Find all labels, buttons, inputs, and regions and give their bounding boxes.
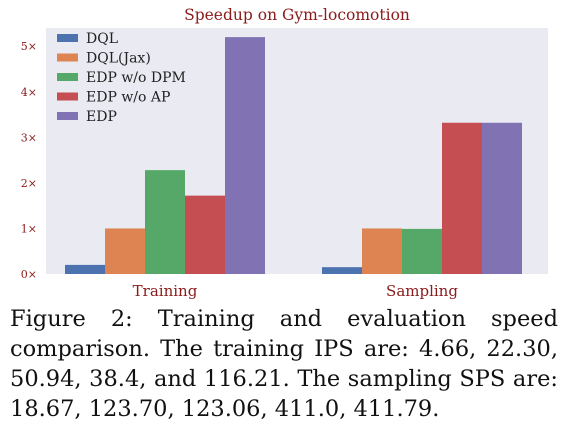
bar-sampling-0 <box>322 267 362 274</box>
y-tick-label: 0× <box>21 268 37 281</box>
y-tick-label: 1× <box>21 222 37 235</box>
legend-label: EDP <box>86 109 117 125</box>
legend-label: EDP w/o DPM <box>86 70 186 86</box>
legend-swatch <box>57 34 78 42</box>
y-tick-label: 5× <box>21 40 37 53</box>
y-tick-label: 3× <box>21 131 37 144</box>
x-category-label: Sampling <box>386 282 458 300</box>
x-category-label: Training <box>133 282 198 300</box>
bar-training-2 <box>145 170 185 274</box>
bar-sampling-3 <box>442 122 482 274</box>
legend-label: DQL <box>86 31 118 47</box>
legend-label: DQL(Jax) <box>86 51 151 67</box>
legend-label: EDP w/o AP <box>86 90 170 106</box>
x-categories: Training Sampling <box>133 282 459 300</box>
bar-chart: 0× 1× 2× 3× 4× 5× Training Sampling DQL DQL(Jax… <box>21 6 548 300</box>
figure-caption: Figure 2: Training and evaluation speed … <box>10 306 558 422</box>
bar-sampling-4 <box>482 122 522 274</box>
y-ticks: 0× 1× 2× 3× 4× 5× <box>21 40 37 281</box>
bar-sampling-2 <box>402 228 442 274</box>
y-tick-label: 2× <box>21 177 37 190</box>
bar-training-0 <box>65 264 105 274</box>
bar-training-1 <box>105 228 145 274</box>
legend-swatch <box>57 53 78 62</box>
bar-sampling-1 <box>362 228 402 274</box>
bar-training-3 <box>185 195 225 274</box>
bars-layer <box>65 37 522 274</box>
legend: DQL DQL(Jax) EDP w/o DPM EDP w/o AP EDP <box>57 31 186 125</box>
legend-swatch <box>57 112 78 120</box>
bar-training-4 <box>225 37 265 274</box>
legend-swatch <box>57 73 78 81</box>
legend-swatch <box>57 92 78 101</box>
y-tick-label: 4× <box>21 86 37 99</box>
chart-title: Speedup on Gym-locomotion <box>184 6 410 24</box>
